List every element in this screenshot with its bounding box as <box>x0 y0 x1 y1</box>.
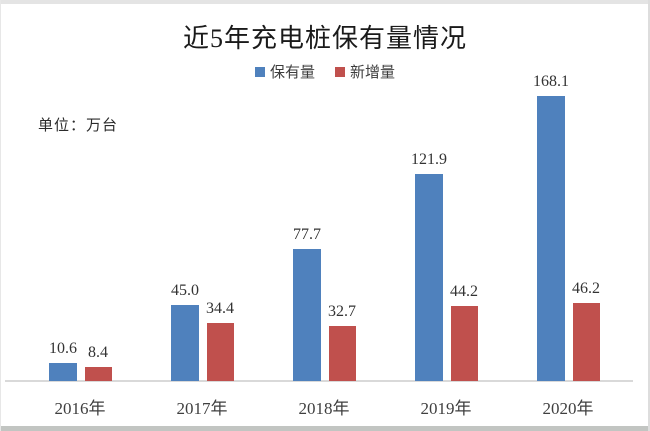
value-label-new-2017年: 34.4 <box>206 300 234 317</box>
bar-stock-2020年 <box>537 96 565 381</box>
category-label-2019年: 2019年 <box>420 399 472 418</box>
value-label-stock-2018年: 77.7 <box>293 226 321 243</box>
chart-legend: 保有量 新增量 <box>0 61 650 82</box>
bar-new-2016年 <box>85 367 112 381</box>
bar-new-2018年 <box>329 326 356 381</box>
bar-new-2017年 <box>207 323 234 381</box>
legend-item-new: 新增量 <box>335 61 395 82</box>
legend-label-new: 新增量 <box>350 65 396 81</box>
frame-border-left <box>0 0 1 431</box>
frame-border-right <box>648 0 650 431</box>
value-label-stock-2020年: 168.1 <box>533 73 569 90</box>
unit-label: 单位：万台 <box>38 118 119 134</box>
x-axis-line <box>5 380 633 382</box>
legend-label-stock: 保有量 <box>269 65 315 81</box>
chart-title: 近5年充电桩保有量情况 <box>182 24 467 53</box>
category-label-2018年: 2018年 <box>298 399 350 418</box>
value-label-stock-2019年: 121.9 <box>411 151 447 168</box>
frame-border-top <box>0 0 650 4</box>
bar-new-2020年 <box>573 303 600 381</box>
legend-swatch-new <box>335 66 345 77</box>
bar-stock-2017年 <box>171 305 199 381</box>
legend-swatch-stock <box>254 66 265 77</box>
category-label-2016年: 2016年 <box>54 399 106 418</box>
value-label-stock-2017年: 45.0 <box>171 282 199 299</box>
category-label-2017年: 2017年 <box>176 399 228 418</box>
category-label-2020年: 2020年 <box>542 399 594 418</box>
bar-new-2019年 <box>451 306 478 381</box>
bar-stock-2016年 <box>49 363 77 381</box>
bar-stock-2019年 <box>415 174 443 381</box>
frame-border-bottom <box>0 426 650 431</box>
value-label-stock-2016年: 10.6 <box>49 340 77 357</box>
value-label-new-2018年: 32.7 <box>328 303 356 320</box>
value-label-new-2020年: 46.2 <box>572 280 600 297</box>
value-label-new-2016年: 8.4 <box>88 344 108 361</box>
legend-item-stock: 保有量 <box>254 61 315 82</box>
bar-stock-2018年 <box>293 249 321 381</box>
value-label-new-2019年: 44.2 <box>450 283 478 300</box>
